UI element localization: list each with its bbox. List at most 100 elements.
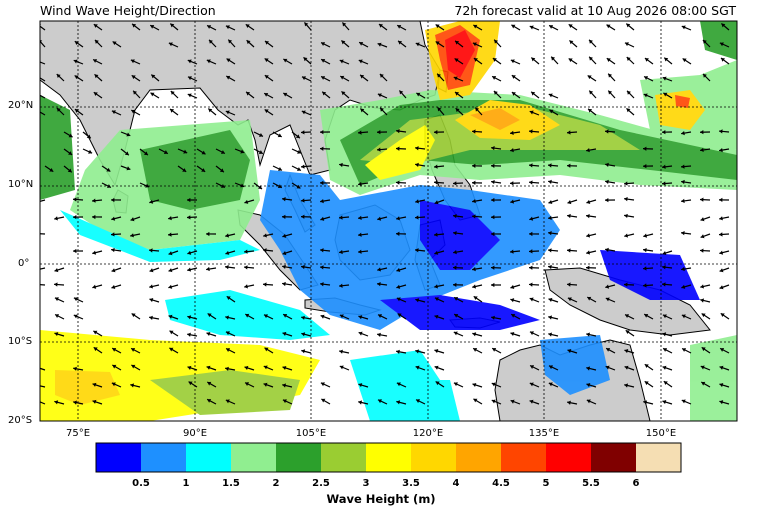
wave-arrow-head — [472, 332, 477, 337]
wave-arrow-head — [206, 59, 211, 64]
wave-arrow-head — [719, 216, 723, 221]
colorbar-swatch — [591, 443, 637, 472]
wave-arrow-head — [321, 76, 326, 80]
wave-arrow-head — [264, 347, 269, 352]
wave-arrow-head — [170, 23, 175, 28]
wave-arrow-head — [472, 163, 476, 169]
wave-arrow-head — [434, 232, 438, 237]
wave-arrow-head — [454, 58, 459, 63]
wave-arrow-head — [587, 75, 592, 80]
wave-arrow-head — [170, 108, 175, 113]
wave-arrow-head — [434, 284, 438, 289]
wave-arrow-head — [586, 213, 590, 219]
wave-arrow-head — [453, 331, 458, 336]
wave-arrow-head — [700, 365, 705, 370]
wave-arrow-head — [207, 381, 212, 386]
wave-arrow-head — [378, 24, 383, 28]
wave-arrow-head — [339, 215, 343, 220]
wave-arrow-head — [719, 147, 723, 153]
wave-arrow-head — [662, 181, 666, 186]
lat-label-10n: 10°N — [8, 179, 34, 190]
wave-arrow-head — [341, 91, 346, 96]
colorbar-title: Wave Height (m) — [326, 492, 436, 506]
wave-arrow-head — [168, 251, 173, 256]
wave-arrow-head — [586, 199, 591, 204]
colorbar-tick-label: 1.5 — [222, 478, 240, 489]
wave-arrow-head — [168, 216, 172, 221]
wave-arrow-head — [320, 265, 324, 270]
wave-arrow-head — [168, 232, 172, 237]
wave-arrow-head — [111, 232, 115, 237]
wave-arrow-head — [548, 179, 552, 185]
wave-arrow-head — [548, 315, 553, 320]
wave-arrow-head — [567, 297, 572, 302]
wave-arrow-head — [472, 129, 476, 134]
wave-arrow-head — [240, 149, 245, 154]
wave-arrow-head — [396, 284, 401, 289]
wave-arrow-head — [396, 216, 400, 221]
wave-arrow-head — [415, 215, 419, 220]
wave-arrow-head — [56, 107, 61, 112]
wave-arrow-head — [263, 282, 267, 287]
wave-arrow-head — [453, 231, 457, 236]
wave-arrow-head — [719, 42, 724, 47]
wave-arrow-head — [435, 381, 440, 386]
wave-arrow-head — [681, 179, 685, 185]
wave-arrow-head — [258, 185, 263, 189]
wave-arrow-head — [106, 167, 111, 172]
wave-arrow-head — [511, 24, 516, 29]
wave-arrow-head — [492, 347, 497, 352]
wave-arrow-head — [111, 382, 116, 387]
wave-arrow-head — [187, 93, 192, 98]
wave-arrow-head — [644, 58, 649, 62]
wave-arrow-head — [567, 248, 571, 253]
wave-arrow-head — [226, 348, 231, 352]
wave-arrow-head — [719, 129, 723, 134]
wave-arrow-head — [586, 399, 591, 404]
wave-arrow-head — [473, 398, 478, 403]
wave-arrow-head — [529, 331, 534, 336]
wave-arrow-head — [510, 249, 514, 254]
wave-arrow-head — [663, 381, 668, 385]
wave-arrow-head — [529, 163, 533, 168]
wave-arrow-head — [454, 313, 459, 318]
wave-arrow-head — [377, 282, 381, 287]
wave-arrow-head — [258, 133, 263, 137]
wave-arrow-head — [567, 200, 572, 205]
wave-arrow-head — [228, 39, 233, 44]
wave-arrow-head — [49, 167, 54, 172]
wave-arrow-head — [529, 25, 534, 30]
wave-arrow-head — [225, 331, 230, 336]
wave-arrow-head — [549, 109, 554, 114]
wave-arrow-head — [263, 314, 268, 319]
wave-arrow-head — [643, 400, 648, 405]
wave-arrow-head — [453, 249, 457, 255]
wave-arrow-head — [282, 365, 287, 371]
wave-arrow-head — [548, 264, 552, 270]
wave-arrow-head — [587, 296, 592, 301]
colorbar-swatch — [276, 443, 322, 472]
wave-arrow-head — [378, 314, 382, 319]
wave-arrow-head — [396, 400, 401, 405]
wave-arrow-head — [301, 332, 306, 337]
wave-arrow-head — [399, 90, 404, 95]
wave-arrow-head — [131, 75, 136, 80]
wave-arrow-head — [133, 90, 138, 95]
wave-arrow-head — [377, 42, 382, 47]
wave-arrow-head — [605, 179, 609, 185]
wave-arrow-head — [586, 332, 590, 337]
wave-arrow-head — [264, 109, 269, 114]
wave-arrow-head — [149, 268, 154, 273]
wave-arrow-head — [74, 109, 79, 113]
wave-arrow-head — [264, 58, 269, 63]
wave-arrow-head — [55, 314, 60, 318]
wave-arrow-head — [149, 298, 154, 303]
wave-arrow-head — [434, 314, 439, 319]
wave-arrow-head — [719, 365, 724, 370]
wave-arrow-head — [721, 23, 726, 28]
wave-arrow-head — [624, 233, 629, 238]
wave-arrow-head — [548, 93, 553, 98]
wave-arrow-head — [605, 297, 610, 302]
wave-arrow-head — [68, 133, 73, 138]
wave-arrow-head — [93, 347, 98, 352]
